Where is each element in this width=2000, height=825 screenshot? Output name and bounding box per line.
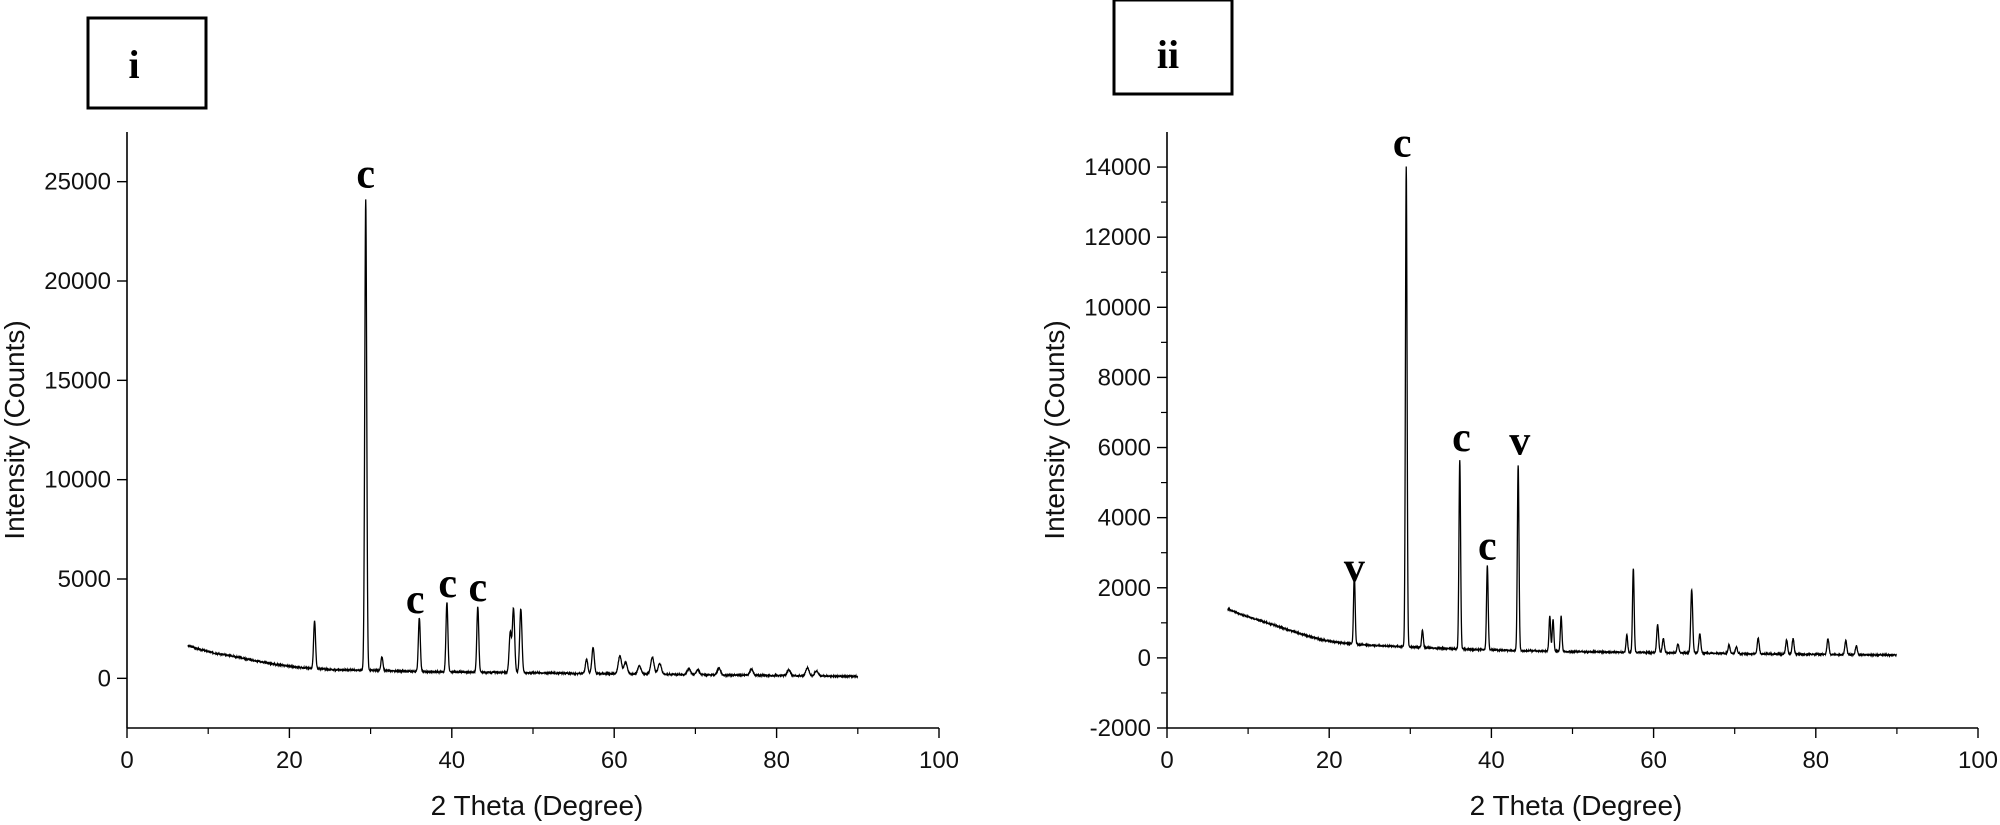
x-tick-label: 20 xyxy=(276,747,303,774)
y-tick-label: -2000 xyxy=(1090,715,1151,742)
panel-label-box xyxy=(86,16,208,110)
x-axis-title: 2 Theta (Degree) xyxy=(1470,790,1683,821)
y-tick-label: 25000 xyxy=(44,169,111,196)
peak-annotation: v xyxy=(1344,545,1365,591)
y-tick-label: 14000 xyxy=(1084,154,1151,181)
panel-label: i xyxy=(128,42,139,87)
x-tick-label: 80 xyxy=(1802,747,1829,774)
x-tick-label: 100 xyxy=(1958,747,1998,774)
chart-panel-i: i 0 20 40 60 80 100 0 5000 10000 15000 20000 25000 c… xyxy=(0,16,959,821)
xrd-series-line xyxy=(187,199,859,680)
x-tick-label: 60 xyxy=(1640,747,1667,774)
y-tick-label: 12000 xyxy=(1084,224,1151,251)
y-axis-title: Intensity (Counts) xyxy=(0,320,30,539)
y-tick-label: 15000 xyxy=(44,367,111,394)
y-tick-label: 0 xyxy=(98,665,111,692)
x-tick-label: 0 xyxy=(120,747,133,774)
xrd-series-line xyxy=(1227,166,1897,659)
y-tick-label: 2000 xyxy=(1098,575,1151,602)
peak-annotation: v xyxy=(1509,419,1530,465)
peak-annotation: c xyxy=(1478,524,1497,570)
chart-panel-ii: ii 0 20 40 60 80 100 -2000 0 2000 4000 6000 8000 100… xyxy=(1039,0,1998,821)
peak-annotation: c xyxy=(356,152,375,198)
x-tick-label: 0 xyxy=(1160,747,1173,774)
x-tick-label: 100 xyxy=(919,747,959,774)
y-tick-label: 20000 xyxy=(44,268,111,295)
x-axis-title: 2 Theta (Degree) xyxy=(431,790,644,821)
y-tick-label: 0 xyxy=(1138,645,1151,672)
panel-label: ii xyxy=(1157,32,1179,77)
peak-annotation: c xyxy=(438,561,457,607)
x-tick-label: 40 xyxy=(1478,747,1505,774)
peak-annotation: c xyxy=(406,577,425,623)
y-axis-title: Intensity (Counts) xyxy=(1039,320,1070,539)
y-tick-label: 10000 xyxy=(44,467,111,494)
y-tick-label: 4000 xyxy=(1098,505,1151,532)
peak-annotation: c xyxy=(1452,415,1471,461)
peak-annotation: c xyxy=(1393,121,1412,167)
y-tick-label: 5000 xyxy=(58,566,111,593)
panel-label-box xyxy=(1112,0,1234,96)
x-tick-label: 40 xyxy=(438,747,465,774)
x-tick-label: 60 xyxy=(601,747,628,774)
x-tick-label: 80 xyxy=(763,747,790,774)
y-tick-label: 6000 xyxy=(1098,435,1151,462)
y-tick-label: 10000 xyxy=(1084,294,1151,321)
x-tick-label: 20 xyxy=(1316,747,1343,774)
peak-annotation: c xyxy=(468,565,487,611)
y-tick-label: 8000 xyxy=(1098,364,1151,391)
